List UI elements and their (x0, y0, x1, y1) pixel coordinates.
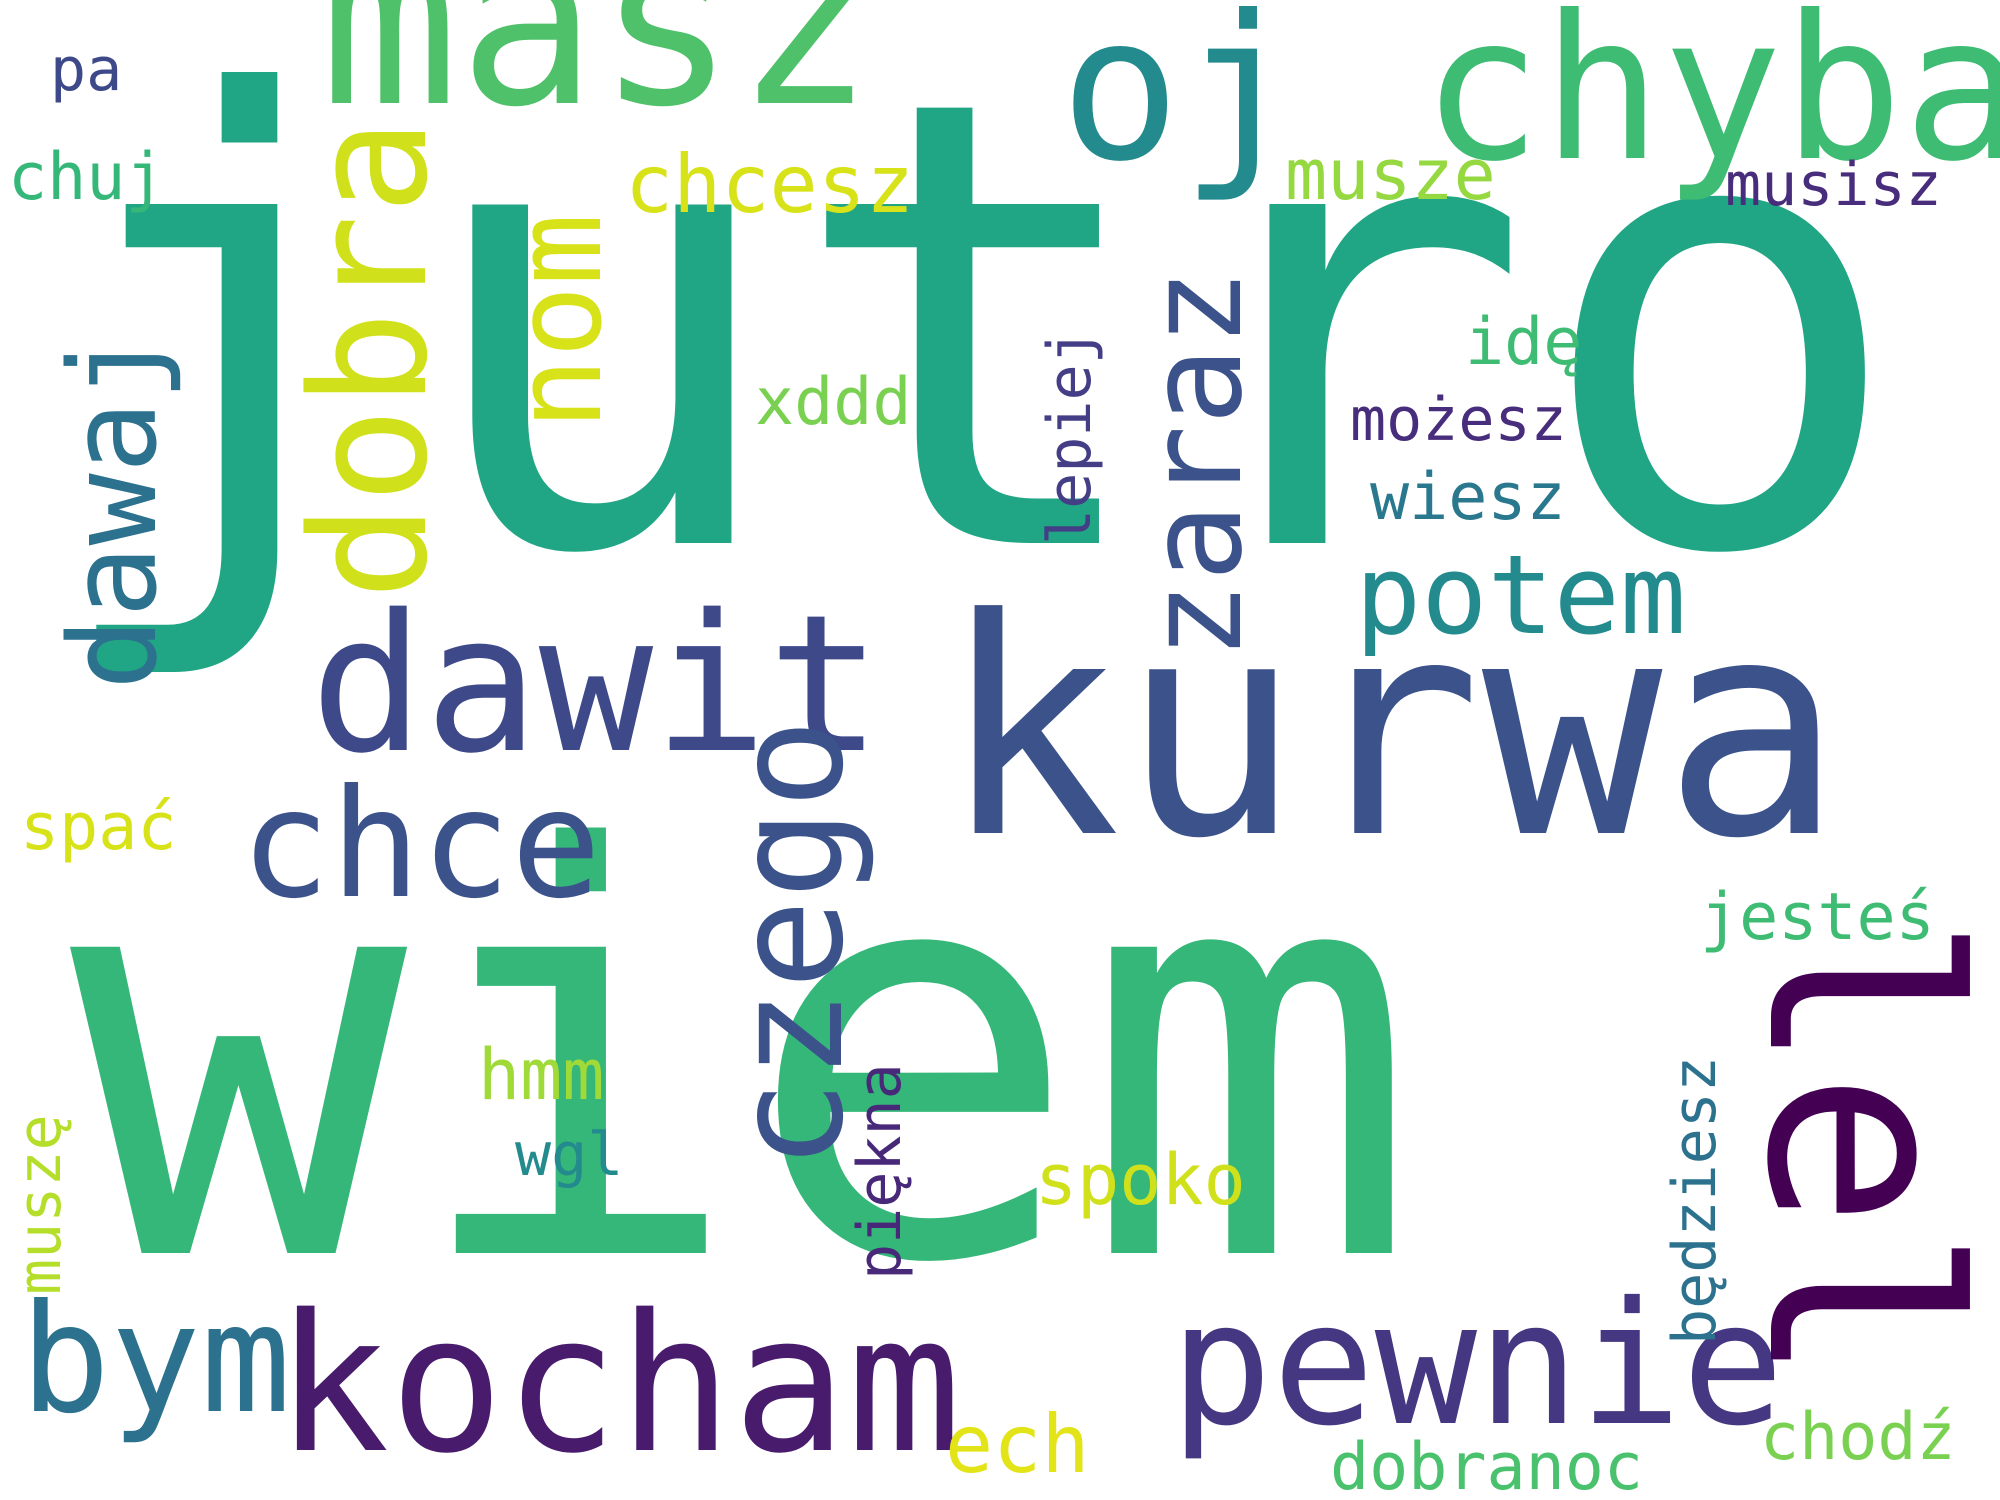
word-chodz: chodź (1760, 1400, 1956, 1475)
word-dobranoc: dobranoc (1330, 1430, 1644, 1500)
word-wiem: wiem (70, 734, 1419, 1386)
word-wgl: wgl (515, 1120, 624, 1190)
word-kurwa: kurwa (940, 555, 1844, 904)
word-lepiej: lepiej (1035, 328, 1105, 545)
word-pa: pa (50, 35, 123, 105)
word-spac: spać (20, 790, 177, 865)
word-chcesz: chcesz (625, 138, 914, 231)
word-piekna: piękna (845, 1063, 915, 1280)
word-spoko: spoko (1035, 1139, 1246, 1221)
word-jestes: jesteś (1700, 880, 1935, 955)
word-group-oj-chyba: oj chyba (1060, 0, 2000, 190)
word-dawaj: dawaj (45, 328, 184, 690)
word-mozesz: możesz (1350, 385, 1567, 455)
word-musze: musze (1285, 134, 1496, 216)
word-ide: idę (1465, 305, 1583, 380)
word-lel: lel (1709, 915, 2000, 1385)
word-chuj: chuj (8, 140, 165, 215)
word-dobra: dobra (276, 118, 463, 600)
word-hmm: hmm (478, 1034, 605, 1116)
word-czego: czego (703, 718, 877, 1170)
word-xddd: xddd (755, 365, 912, 440)
word-chyba: chyba (1421, 0, 2000, 206)
word-nom: nom (490, 213, 629, 430)
word-potem: potem (1355, 531, 1687, 659)
word-zaraz: zaraz (1119, 268, 1271, 660)
word-pewnie: pewnie (1170, 1266, 1785, 1464)
word-masz: masz (320, 0, 874, 158)
word-musisz: musisz (1725, 150, 1942, 220)
word-chce: chce (240, 758, 602, 932)
word-oj: oj (1060, 0, 1301, 206)
word-wiesz: wiesz (1370, 460, 1566, 535)
word-musze-diacritic: muszę (5, 1114, 75, 1295)
word-dawit: dawit (310, 574, 882, 795)
word-bym: bym (20, 1273, 291, 1447)
word-jutro: jutro (40, 0, 1907, 690)
word-ech: ech (945, 1398, 1090, 1491)
word-kocham: kocham (275, 1274, 962, 1495)
